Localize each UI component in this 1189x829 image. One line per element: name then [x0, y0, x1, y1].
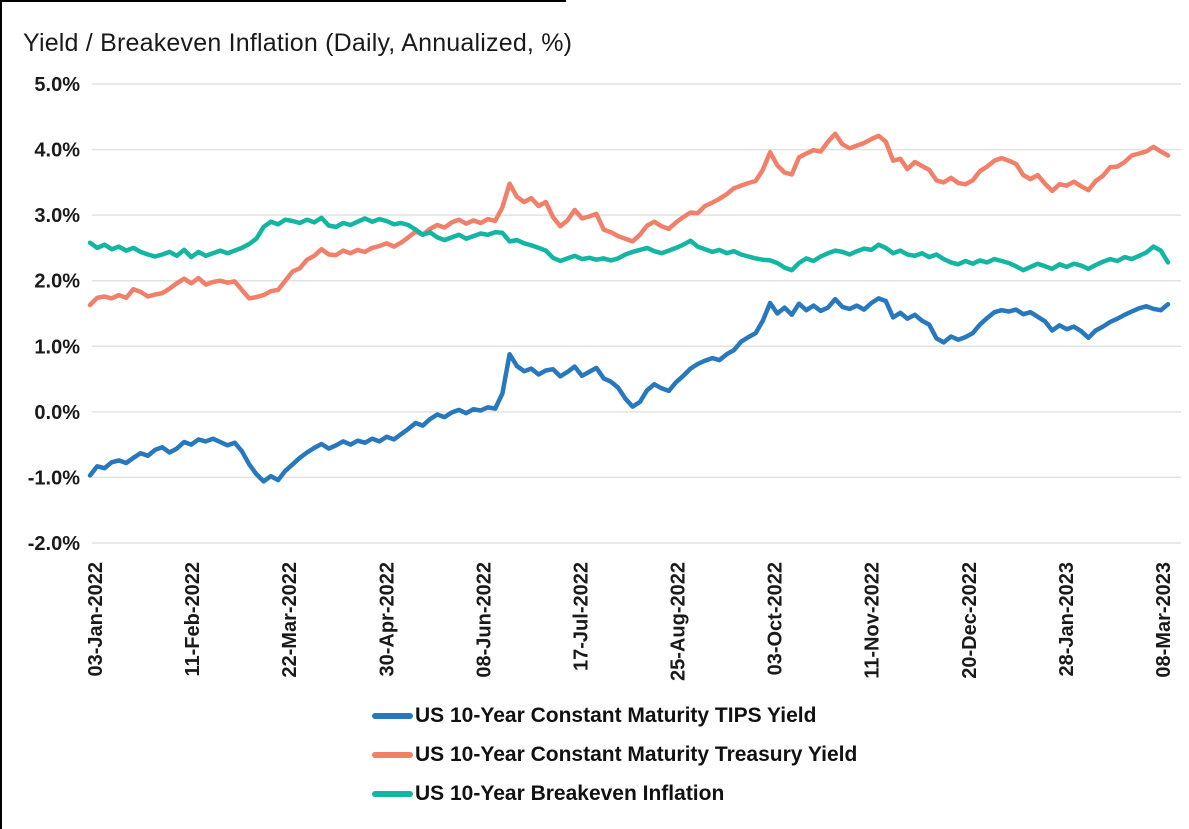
legend-item-breakeven: US 10-Year Breakeven Inflation [372, 781, 857, 807]
x-axis-tick-label: 30-Apr-2022 [376, 562, 398, 677]
legend-label-treasury: US 10-Year Constant Maturity Treasury Yi… [415, 743, 858, 766]
x-axis-tick-label: 03-Oct-2022 [765, 562, 787, 675]
x-axis-tick-label: 20-Dec-2022 [959, 562, 981, 679]
x-axis-tick-label: 11-Feb-2022 [182, 562, 204, 677]
legend-swatch-treasury-icon [372, 752, 413, 758]
y-axis-tick-label: 3.0% [34, 205, 80, 227]
x-axis-tick-label: 08-Jun-2022 [473, 562, 495, 678]
x-axis-tick-label: 17-Jul-2022 [571, 562, 593, 671]
x-axis-tick-label: 03-Jan-2022 [85, 562, 107, 677]
legend-item-treasury: US 10-Year Constant Maturity Treasury Yi… [372, 742, 857, 768]
chart-title: Yield / Breakeven Inflation (Daily, Annu… [23, 29, 573, 57]
x-axis-tick-label: 28-Jan-2023 [1056, 562, 1078, 677]
legend-swatch-breakeven-icon [372, 791, 413, 797]
y-axis-tick-label: 1.0% [34, 336, 80, 358]
tips-series-line [87, 296, 1171, 484]
breakeven-series-line [87, 215, 1171, 273]
treasury-series-line [87, 131, 1171, 308]
x-axis-tick-label: 22-Mar-2022 [279, 562, 301, 678]
x-axis-tick-label: 11-Nov-2022 [862, 562, 884, 679]
y-axis-tick-label: 5.0% [34, 74, 80, 96]
legend-item-tips: US 10-Year Constant Maturity TIPS Yield [372, 703, 857, 729]
legend-label-tips: US 10-Year Constant Maturity TIPS Yield [415, 704, 817, 727]
y-axis-tick-label: -1.0% [28, 467, 80, 489]
y-axis-tick-label: 4.0% [34, 140, 80, 162]
x-axis-tick-label: 25-Aug-2022 [668, 562, 690, 681]
window-border-left [0, 0, 2, 829]
y-axis-tick-label: 0.0% [34, 402, 80, 424]
window-border-top [0, 0, 566, 2]
y-axis-tick-label: 2.0% [34, 271, 80, 293]
legend-label-breakeven: US 10-Year Breakeven Inflation [415, 782, 725, 805]
chart-legend: US 10-Year Constant Maturity TIPS Yield … [372, 703, 857, 807]
y-axis-tick-label: -2.0% [28, 533, 80, 555]
x-axis-tick-label: 08-Mar-2023 [1153, 562, 1175, 678]
legend-swatch-tips-icon [372, 713, 413, 719]
